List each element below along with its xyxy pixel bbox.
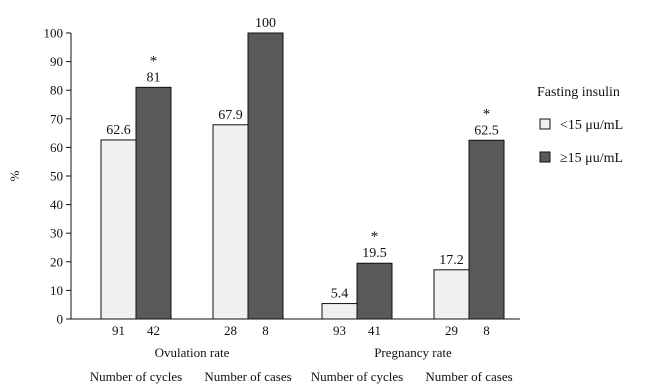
bars bbox=[100, 32, 505, 320]
legend-label: <15 μu/mL bbox=[560, 118, 623, 133]
count-label: 93 bbox=[333, 323, 346, 338]
significance-marker: * bbox=[483, 106, 491, 122]
group-bottom-label: Number of cycles bbox=[311, 369, 403, 384]
bar-value-label: 17.2 bbox=[439, 253, 464, 268]
y-tick-label: 100 bbox=[44, 26, 64, 41]
bar-value-label: 81 bbox=[147, 70, 161, 85]
bar-value-label: 62.6 bbox=[106, 123, 131, 138]
y-tick-label: 80 bbox=[50, 83, 63, 98]
y-tick-label: 30 bbox=[50, 226, 63, 241]
category-label: Ovulation rate bbox=[155, 345, 230, 360]
y-tick-label: 40 bbox=[50, 197, 63, 212]
significance-marker: * bbox=[150, 53, 158, 69]
bar-value-label: 5.4 bbox=[331, 287, 349, 302]
group-bottom-label: Number of cases bbox=[204, 369, 291, 384]
y-tick-label: 70 bbox=[50, 111, 63, 126]
count-label: 42 bbox=[147, 323, 160, 338]
bar bbox=[100, 139, 137, 320]
y-tick-label: 90 bbox=[50, 54, 63, 69]
bar bbox=[247, 32, 284, 320]
significance-marker: * bbox=[371, 229, 379, 245]
y-tick-label: 10 bbox=[50, 283, 63, 298]
count-label: 91 bbox=[112, 323, 125, 338]
y-axis: 0 10 20 30 40 50 60 70 80 90 100 bbox=[44, 26, 72, 327]
bar bbox=[321, 303, 358, 320]
bar bbox=[468, 139, 505, 320]
group-bottom-label: Number of cases bbox=[425, 369, 512, 384]
y-tick-label: 20 bbox=[50, 254, 63, 269]
legend-label: ≥15 μu/mL bbox=[560, 151, 623, 166]
y-tick-label: 60 bbox=[50, 140, 63, 155]
bar-value-label: 100 bbox=[255, 16, 276, 31]
category-label: Pregnancy rate bbox=[374, 345, 452, 360]
bar-value-label: 62.5 bbox=[474, 123, 499, 138]
count-label: 8 bbox=[262, 323, 269, 338]
y-axis-label: % bbox=[7, 170, 22, 181]
y-tick-label: 50 bbox=[50, 169, 63, 184]
count-label: 41 bbox=[368, 323, 381, 338]
legend: Fasting insulin <15 μu/mL ≥15 μu/mL bbox=[537, 85, 623, 166]
bar bbox=[356, 262, 393, 320]
bar bbox=[212, 124, 249, 320]
y-tick-label: 0 bbox=[57, 312, 64, 327]
bar-value-label: 67.9 bbox=[218, 108, 243, 123]
count-label: 29 bbox=[445, 323, 458, 338]
legend-swatch bbox=[539, 151, 551, 163]
bar bbox=[433, 269, 470, 320]
bar-value-label: 19.5 bbox=[362, 246, 387, 261]
bar bbox=[135, 86, 172, 320]
count-label: 8 bbox=[483, 323, 490, 338]
count-label: 28 bbox=[224, 323, 237, 338]
legend-title: Fasting insulin bbox=[537, 85, 620, 100]
group-bottom-label: Number of cycles bbox=[90, 369, 182, 384]
x-axis: 91 42 Number of cycles 28 8 Number of cases 93… bbox=[71, 318, 520, 384]
legend-swatch bbox=[539, 118, 551, 130]
